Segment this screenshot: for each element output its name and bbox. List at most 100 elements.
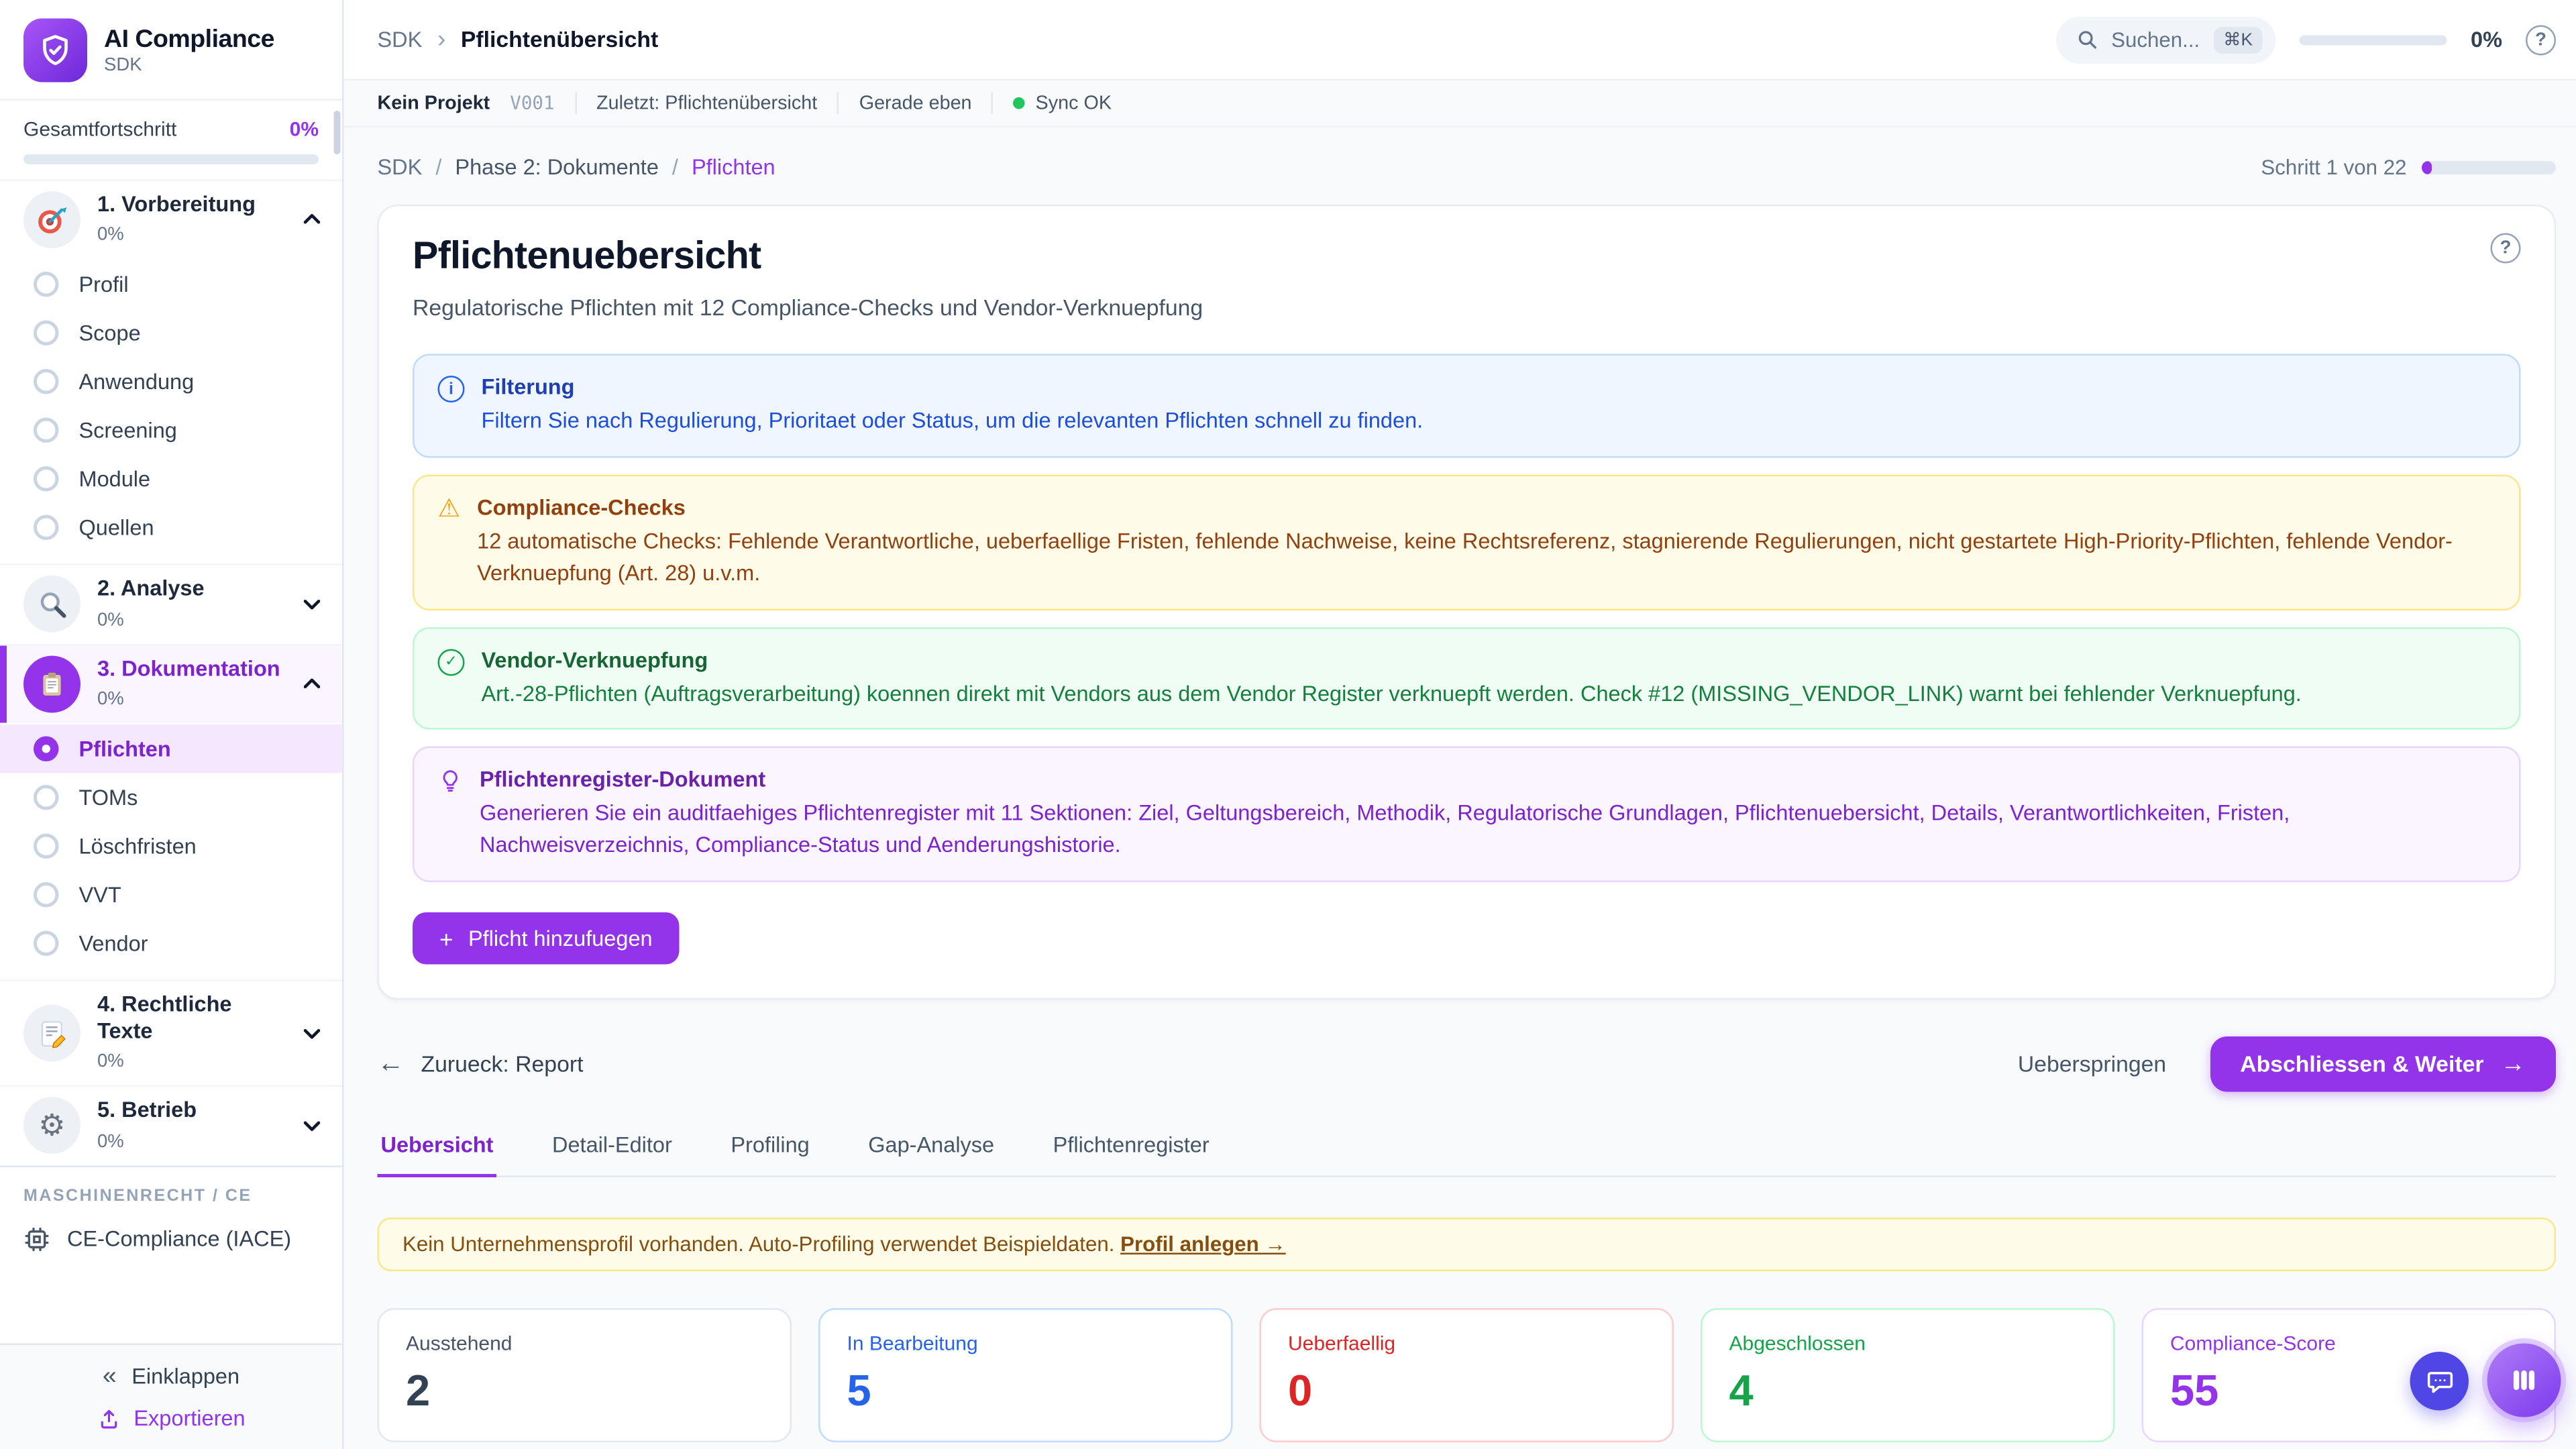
radio-icon	[34, 272, 59, 298]
radio-checked-icon	[34, 735, 59, 761]
section-label: 5. Betrieb	[97, 1097, 197, 1123]
sync-ok-dot-icon	[1014, 97, 1026, 109]
radio-icon	[34, 930, 59, 956]
export-button[interactable]: Exportieren	[97, 1405, 246, 1431]
page-title: Pflichtenuebersicht	[413, 233, 761, 277]
last-saved-time: Gerade eben	[859, 93, 972, 113]
sidebar-item-label: Quellen	[78, 515, 154, 541]
sidebar-item-profil[interactable]: Profil	[0, 260, 342, 309]
arrow-left-icon: ←	[377, 1049, 405, 1078]
sidebar-item-label: TOMs	[78, 784, 138, 810]
sidebar-section-rechtliche-texte[interactable]: 4. Rechtliche Texte 0%	[0, 979, 342, 1085]
last-visited: Zuletzt: Pflichtenübersicht	[596, 93, 818, 113]
info-box-title: Vendor-Verknuepfung	[481, 646, 708, 672]
help-icon[interactable]: ?	[2526, 24, 2556, 55]
sidebar-item-label: Anwendung	[78, 369, 195, 395]
overall-progress-bar	[23, 154, 319, 164]
stat-label: Ausstehend	[406, 1332, 513, 1356]
crumb-phase[interactable]: Phase 2: Dokumente	[455, 154, 659, 180]
card-help-icon[interactable]: ?	[2490, 233, 2521, 264]
radio-icon	[34, 515, 59, 541]
info-box-title: Filterung	[481, 374, 575, 400]
divider	[574, 92, 577, 114]
sidebar-item-pflichten[interactable]: Pflichten	[0, 724, 342, 773]
breadcrumb-root[interactable]: SDK	[377, 27, 423, 52]
info-box-pflichtenregister: Pflichtenregister-Dokument Generieren Si…	[413, 747, 2521, 883]
sidebar-item-module[interactable]: Module	[0, 455, 342, 504]
radio-icon	[34, 881, 59, 907]
tab-gap-analyse[interactable]: Gap-Analyse	[868, 1132, 995, 1158]
page-subtitle: Regulatorische Pflichten mit 12 Complian…	[413, 295, 1203, 321]
sidebar-item-label: Scope	[78, 321, 141, 346]
info-box-title: Compliance-Checks	[477, 494, 686, 520]
sidebar-item-label: CE-Compliance (IACE)	[67, 1226, 292, 1252]
step-indicator: Schritt 1 von 22	[2261, 155, 2556, 178]
sidebar-section-dokumentation[interactable]: 3. Dokumentation 0%	[0, 643, 342, 723]
stat-label: In Bearbeitung	[847, 1332, 978, 1356]
stat-value: 2	[406, 1365, 431, 1416]
search-input[interactable]: Suchen... ⌘K	[2055, 15, 2277, 63]
sidebar-scrollbar[interactable]	[333, 111, 341, 154]
main-area: SDK › Pflichtenübersicht Suchen... ⌘K 0%…	[343, 0, 2576, 1449]
section-label: 4. Rechtliche Texte	[97, 990, 232, 1043]
sidebar-item-screening[interactable]: Screening	[0, 407, 342, 455]
stat-card-abgeschlossen: Abgeschlossen 4	[1701, 1308, 2115, 1443]
add-pflicht-button[interactable]: + Pflicht hinzufuegen	[413, 912, 680, 965]
info-box-vendor-verknuepfung: ✓ Vendor-Verknuepfung Art.-28-Pflichten …	[413, 626, 2521, 731]
collapse-label: Einklappen	[131, 1363, 240, 1389]
sidebar-item-label: Screening	[78, 418, 177, 443]
sidebar-nav: 1. Vorbereitung 0% Profil Scope Anwendun…	[0, 179, 342, 1165]
complete-and-next-button[interactable]: Abschliessen & Weiter →	[2210, 1036, 2556, 1092]
chevron-up-icon	[302, 210, 322, 230]
sidebar-item-scope[interactable]: Scope	[0, 309, 342, 358]
sidebar-item-label: Pflichten	[78, 735, 171, 761]
sidebar-item-vvt[interactable]: VVT	[0, 870, 342, 919]
sidebar-item-quellen[interactable]: Quellen	[0, 504, 342, 553]
version-badge: V001	[510, 92, 555, 115]
sidebar-item-label: Vendor	[78, 930, 148, 956]
export-label: Exportieren	[133, 1405, 246, 1431]
keyboard-shortcut-badge: ⌘K	[2213, 25, 2263, 53]
info-box-body: Art.-28-Pflichten (Auftragsverarbeitung)…	[481, 680, 2302, 706]
stat-card-compliance-score: Compliance-Score 55	[2141, 1308, 2556, 1443]
sidebar-section-vorbereitung[interactable]: 1. Vorbereitung 0%	[0, 179, 342, 259]
magnifier-icon	[23, 576, 80, 633]
sidebar-item-ce-compliance[interactable]: CE-Compliance (IACE)	[0, 1212, 342, 1269]
tab-profiling[interactable]: Profiling	[731, 1132, 810, 1158]
board-view-fab-button[interactable]	[2487, 1343, 2561, 1417]
info-box-body: 12 automatische Checks: Fehlende Verantw…	[477, 528, 2453, 585]
radio-icon	[34, 466, 59, 492]
tab-pflichtenregister[interactable]: Pflichtenregister	[1053, 1132, 1210, 1158]
memo-pencil-icon	[23, 1004, 80, 1062]
skip-button[interactable]: Ueberspringen	[2017, 1051, 2167, 1077]
crumb-sdk[interactable]: SDK	[377, 154, 423, 180]
sidebar-item-label: Module	[78, 466, 151, 492]
radio-icon	[34, 784, 59, 810]
crumb-current: Pflichten	[691, 154, 775, 180]
create-profile-link[interactable]: Profil anlegen →	[1120, 1232, 1286, 1256]
chevron-down-icon	[302, 594, 322, 614]
app-logo	[23, 17, 87, 82]
tab-uebersicht[interactable]: Uebersicht	[377, 1122, 497, 1178]
sidebar-section-analyse[interactable]: 2. Analyse 0%	[0, 564, 342, 643]
collapse-sidebar-button[interactable]: « Einklappen	[103, 1364, 239, 1389]
stat-label: Ueberfaellig	[1288, 1332, 1396, 1356]
arrow-right-icon: →	[2500, 1050, 2526, 1079]
breadcrumb: SDK › Pflichtenübersicht	[378, 27, 659, 52]
divider	[991, 92, 994, 114]
tab-detail-editor[interactable]: Detail-Editor	[552, 1132, 672, 1158]
wizard-actions-row: ← Zurueck: Report Ueberspringen Abschlie…	[377, 1036, 2556, 1092]
chevron-down-icon	[302, 1023, 322, 1043]
sidebar-item-anwendung[interactable]: Anwendung	[0, 358, 342, 407]
sidebar-footer: « Einklappen Exportieren	[0, 1343, 342, 1449]
search-placeholder: Suchen...	[2111, 28, 2200, 52]
sidebar-item-vendor[interactable]: Vendor	[0, 918, 342, 967]
sidebar-item-toms[interactable]: TOMs	[0, 773, 342, 822]
sidebar-section-betrieb[interactable]: ⚙ 5. Betrieb 0%	[0, 1085, 342, 1165]
sidebar-item-loeschfristen[interactable]: Löschfristen	[0, 821, 342, 870]
stat-card-ausstehend: Ausstehend 2	[377, 1308, 792, 1443]
back-button[interactable]: ← Zurueck: Report	[377, 1049, 584, 1078]
section-percent: 0%	[97, 609, 124, 630]
section-percent: 0%	[97, 1052, 124, 1073]
chat-fab-button[interactable]	[2410, 1352, 2469, 1411]
